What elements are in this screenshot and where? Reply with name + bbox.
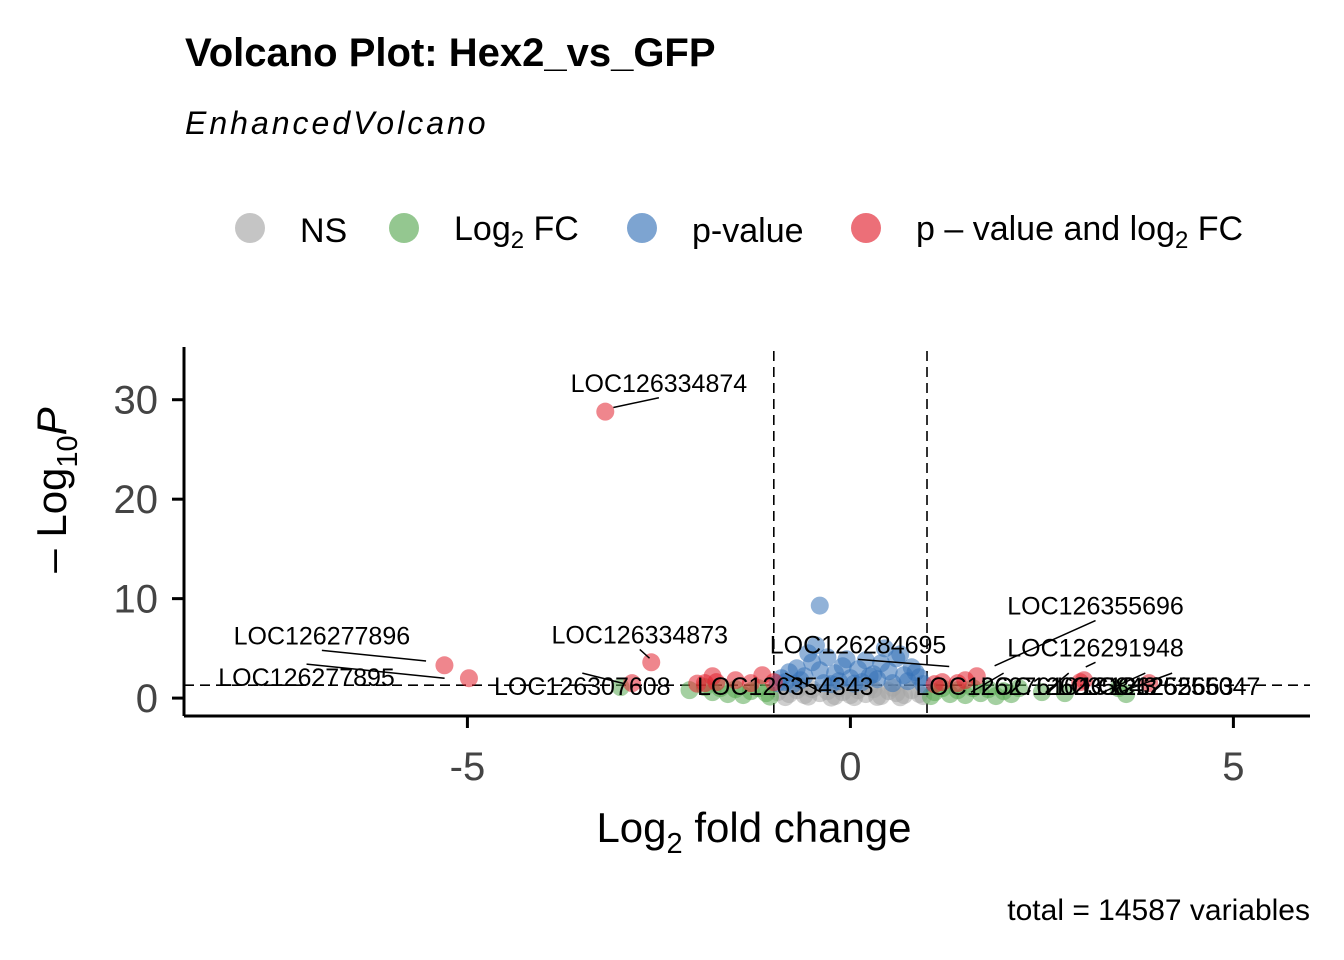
gene-label: LOC126255663 <box>1057 673 1234 701</box>
gene-label: LOC126334874 <box>571 370 748 398</box>
legend: NS Log2 FC p-value p – value and log2 FC <box>235 210 1243 254</box>
legend-label-pfc: p – value and log2 FC <box>916 210 1243 254</box>
point-pfc <box>741 674 760 693</box>
gene-label: LOC126276101 <box>915 673 1092 701</box>
chart-subtitle: EnhancedVolcano <box>185 105 489 141</box>
chart-title: Volcano Plot: Hex2_vs_GFP <box>185 31 716 75</box>
y-tick-label: 0 <box>136 677 158 721</box>
label-connector <box>306 663 445 679</box>
label-connector <box>1045 672 1070 693</box>
label-connector <box>1102 672 1146 693</box>
label-connector <box>582 672 625 685</box>
label-connector <box>784 672 822 693</box>
legend-key-p <box>627 213 657 243</box>
label-connector <box>1085 661 1096 668</box>
gene-label: LOC126291948 <box>1007 634 1184 662</box>
y-tick-label: 20 <box>114 478 159 522</box>
point-pfc <box>726 671 745 690</box>
point-p <box>799 644 818 663</box>
legend-key-pfc <box>851 213 881 243</box>
label-connector <box>613 397 660 409</box>
point-pfc <box>688 674 707 693</box>
point-pfc <box>596 402 615 421</box>
point-pfc <box>967 667 986 686</box>
gene-label: LOC126284695 <box>770 631 947 659</box>
label-connector <box>858 658 950 668</box>
point-p <box>891 645 910 664</box>
legend-label-ns: NS <box>300 212 347 250</box>
point-fc <box>1032 683 1051 702</box>
data-points <box>435 402 1159 707</box>
point-p <box>822 675 841 694</box>
point-fc <box>1055 684 1074 703</box>
legend-label-p: p-value <box>692 212 804 250</box>
x-tick-label: -5 <box>450 745 486 789</box>
gene-label: LOC126355696 <box>1007 593 1184 621</box>
point-pfc <box>459 669 478 688</box>
gene-label: LOC126255047 <box>1084 673 1261 701</box>
point-ns <box>776 688 795 707</box>
axes: 0 10 20 30 -5 0 5 <box>114 347 1310 789</box>
chart-caption: total = 14587 variables <box>1007 894 1310 927</box>
x-axis-title: Log2 fold change <box>596 804 911 860</box>
gene-label: LOC126354343 <box>697 673 874 701</box>
gene-label: LOC126277896 <box>234 622 411 650</box>
label-connector <box>321 649 427 662</box>
legend-label-fc: Log2 FC <box>454 210 579 254</box>
point-p <box>845 674 864 693</box>
point-p <box>818 648 837 667</box>
point-pfc <box>1075 671 1094 690</box>
point-pfc <box>1140 674 1159 693</box>
gene-label: LOC126277895 <box>218 664 395 692</box>
point-pfc <box>642 653 661 672</box>
point-p <box>860 667 879 686</box>
point-p <box>906 663 925 682</box>
gene-labels: LOC126334874 LOC126277896 LOC126277895 LOC1… <box>218 370 1260 701</box>
label-connector <box>639 648 651 659</box>
point-pfc <box>764 673 783 692</box>
point-ns <box>845 688 864 707</box>
label-connector <box>970 672 1004 693</box>
label-connector <box>1119 672 1173 693</box>
point-p <box>837 650 856 669</box>
x-tick-label: 0 <box>839 745 861 789</box>
point-fc <box>1117 685 1136 704</box>
point-pfc <box>623 674 642 693</box>
gene-label: LOC126307608 <box>494 673 671 701</box>
point-fc <box>1009 679 1028 698</box>
legend-key-ns <box>235 213 265 243</box>
point-fc <box>760 687 779 706</box>
y-axis-title: – Log10P <box>28 407 84 572</box>
y-tick-label: 30 <box>114 379 159 423</box>
legend-key-fc <box>389 213 419 243</box>
point-p <box>883 674 902 693</box>
point-pfc <box>435 656 454 675</box>
point-p <box>810 596 829 615</box>
label-connector <box>994 619 1096 667</box>
x-tick-label: 5 <box>1222 745 1244 789</box>
y-tick-label: 10 <box>114 578 159 622</box>
gene-label: LOC126235843 <box>980 673 1157 701</box>
label-connectors <box>306 397 1173 693</box>
gene-label: LOC126334873 <box>551 621 728 649</box>
point-pfc <box>925 675 944 694</box>
